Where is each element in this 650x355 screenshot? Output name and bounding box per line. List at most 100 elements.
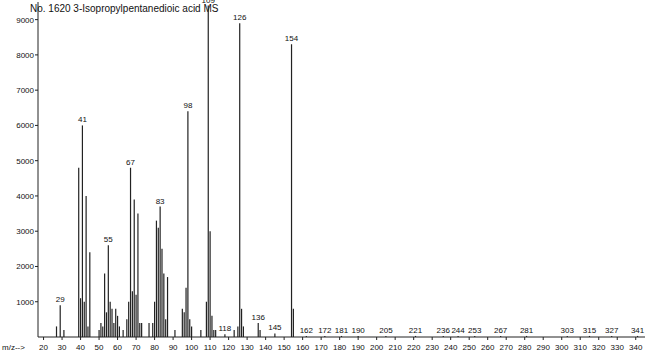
y-tick-label: 8000 xyxy=(16,51,34,60)
peak xyxy=(78,168,79,337)
x-tick-label: 60 xyxy=(113,343,122,352)
x-tick-label: 190 xyxy=(351,343,365,352)
peak xyxy=(211,316,212,337)
peak xyxy=(111,309,112,337)
peak xyxy=(567,336,568,337)
peak-label: 67 xyxy=(126,158,135,167)
x-tick-label: 240 xyxy=(444,343,458,352)
peak xyxy=(174,330,175,337)
peak-label: 315 xyxy=(583,326,597,335)
peak xyxy=(165,319,166,337)
peak-label: 221 xyxy=(409,326,423,335)
peak-label: 118 xyxy=(219,324,232,333)
x-tick xyxy=(413,337,414,340)
x-tick xyxy=(395,337,396,340)
x-tick xyxy=(284,337,285,340)
y-tick-label: 9000 xyxy=(16,16,34,25)
peak xyxy=(237,326,238,337)
x-tick xyxy=(524,337,525,340)
peak xyxy=(589,336,590,337)
peak xyxy=(104,274,105,337)
peak-label: 303 xyxy=(561,326,575,335)
peak xyxy=(100,323,101,337)
peak xyxy=(139,323,140,337)
peak xyxy=(63,330,64,337)
peak xyxy=(224,334,225,337)
peak xyxy=(213,330,214,337)
x-tick-label: 50 xyxy=(95,343,104,352)
x-tick-label: 210 xyxy=(388,343,402,352)
peak xyxy=(156,221,157,337)
x-tick-label: 330 xyxy=(611,343,625,352)
x-tick xyxy=(154,337,155,340)
peak-label: 98 xyxy=(183,101,192,110)
x-tick xyxy=(321,337,322,340)
y-tick-label: 6000 xyxy=(16,121,34,130)
peak-label: 83 xyxy=(156,197,165,206)
peak xyxy=(293,309,294,337)
x-tick xyxy=(265,337,266,340)
x-tick xyxy=(598,337,599,340)
peak xyxy=(137,214,138,337)
peak xyxy=(167,277,168,337)
x-tick-label: 40 xyxy=(76,343,85,352)
peak-label: 244 xyxy=(451,326,465,335)
peak xyxy=(191,326,192,337)
x-tick-label: 270 xyxy=(500,343,514,352)
peak xyxy=(443,336,444,337)
x-tick-label: 310 xyxy=(574,343,588,352)
x-tick-label: 290 xyxy=(537,343,551,352)
peak xyxy=(415,336,416,337)
peak xyxy=(126,319,127,337)
x-tick-label: 90 xyxy=(169,343,178,352)
x-tick xyxy=(80,337,81,340)
x-tick-label: 230 xyxy=(426,343,440,352)
x-tick-label: 140 xyxy=(259,343,273,352)
peak xyxy=(274,333,275,337)
y-tick-label: 5000 xyxy=(16,157,34,166)
peak xyxy=(128,302,129,337)
peak xyxy=(259,330,260,337)
peak xyxy=(474,336,475,337)
peak xyxy=(117,316,118,337)
x-tick xyxy=(376,337,377,340)
x-tick xyxy=(339,337,340,340)
peak xyxy=(98,330,99,337)
peak xyxy=(526,336,527,337)
x-tick xyxy=(62,337,63,340)
x-tick xyxy=(191,337,192,340)
x-tick xyxy=(247,337,248,340)
x-tick-label: 80 xyxy=(150,343,159,352)
y-tick xyxy=(35,160,38,161)
x-tick-label: 300 xyxy=(555,343,569,352)
x-tick xyxy=(432,337,433,340)
x-tick-label: 280 xyxy=(518,343,532,352)
peak xyxy=(185,288,186,337)
peak-label: 190 xyxy=(351,326,365,335)
peak xyxy=(132,291,133,337)
peak xyxy=(134,199,135,337)
peak-label: 109 xyxy=(202,0,216,5)
peak-label: 29 xyxy=(56,295,65,304)
x-tick-label: 30 xyxy=(58,343,67,352)
peak-label: 136 xyxy=(252,313,266,322)
peak xyxy=(500,336,501,337)
peak xyxy=(324,336,325,337)
peak xyxy=(243,326,244,337)
peak-label: 253 xyxy=(468,326,482,335)
y-tick xyxy=(35,301,38,302)
peak xyxy=(123,330,124,337)
peak xyxy=(200,330,201,337)
peak xyxy=(241,309,242,337)
peak xyxy=(215,330,216,337)
peak xyxy=(341,336,342,337)
peak-label: 162 xyxy=(300,326,314,335)
peak xyxy=(113,323,114,337)
peak xyxy=(457,336,458,337)
y-tick-label: 7000 xyxy=(16,86,34,95)
x-tick xyxy=(99,337,100,340)
x-tick xyxy=(210,337,211,340)
peak-label: 341 xyxy=(631,326,645,335)
peak xyxy=(239,23,240,337)
y-tick-label: 3000 xyxy=(16,227,34,236)
